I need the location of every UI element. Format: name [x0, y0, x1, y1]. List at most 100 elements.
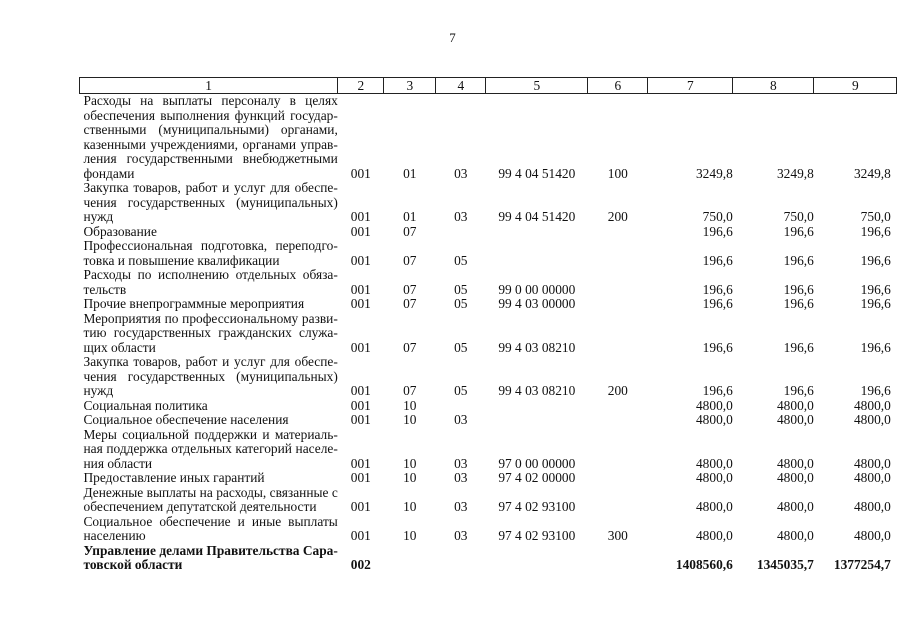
cell-col-9: 196,6 [860, 252, 891, 268]
cell-col-9: 750,0 [860, 209, 891, 224]
cell-col-9: 4800,0 [853, 397, 891, 413]
cell-col-5 [486, 544, 588, 573]
description-line: фондами [83, 165, 135, 181]
cell-col-6 [588, 486, 648, 515]
description-line: казенными учреждениями, органами управ- [83, 136, 338, 152]
cell-col-4: 05 [454, 296, 468, 311]
cell-col-6 [588, 312, 648, 356]
cell-col-2: 001 [350, 281, 371, 297]
cell-col-7: 196,6 [702, 252, 733, 268]
column-header-1: 1 [78, 77, 339, 94]
table-row: Социальное обеспечение и иные выплаты нас… [80, 513, 897, 544]
cell-col-3: 10 [403, 455, 417, 471]
description-line: населению [83, 528, 146, 543]
table-row: Образование 001 07 196,6 196,6 196,6 [80, 223, 897, 240]
description-line: щих области [83, 339, 156, 355]
row-description: Мероприятия по профессиональному разви-т… [80, 311, 338, 356]
cell-col-8: 4800,0 [776, 455, 814, 471]
description-line: Образование [83, 223, 157, 239]
cell-col-6 [588, 297, 648, 312]
cell-col-8: 4800,0 [776, 412, 814, 427]
row-description: Закупка товаров, работ и услуг для обесп… [80, 354, 338, 399]
column-header-9: 9 [813, 77, 898, 94]
cell-col-4: 05 [454, 383, 468, 398]
cell-col-6: 300 [607, 528, 628, 543]
description-line: нужд [83, 383, 114, 398]
description-line: ственными (муниципальными) органами, [83, 122, 338, 137]
cell-col-2: 001 [350, 296, 371, 311]
description-line: Социальное обеспечение и иные выплаты [83, 513, 338, 529]
table-row: Расходы на выплаты персоналу в целях обес… [80, 93, 897, 182]
cell-col-2: 001 [350, 252, 371, 268]
cell-col-7: 4800,0 [695, 470, 733, 485]
cell-col-3: 07 [403, 296, 417, 311]
description-line: нужд [83, 209, 114, 224]
cell-col-6 [588, 428, 648, 472]
description-line: ная поддержка отдельных категорий населе… [83, 441, 338, 456]
table-row: Прочие внепрограммные мероприятия 001 07 05… [80, 296, 897, 312]
description-line: товка и повышение квалификации [83, 252, 280, 268]
cell-col-9: 4800,0 [853, 499, 891, 514]
cell-col-4: 03 [454, 470, 468, 485]
cell-col-3: 07 [403, 281, 417, 297]
table-row: Предоставление иных гарантий 001 10 03 97 4 … [80, 470, 897, 486]
cell-col-9: 4800,0 [853, 528, 891, 543]
cell-col-5: 99 0 00 00000 [498, 281, 576, 297]
cell-col-7: 196,6 [702, 281, 733, 297]
description-line: Расходы на выплаты персоналу в целях [83, 93, 338, 108]
row-description: Расходы по исполнению отдельных обяза-те… [80, 267, 338, 297]
cell-col-4 [436, 225, 486, 240]
row-description: Закупка товаров, работ и услуг для обесп… [80, 180, 338, 225]
cell-col-7: 196,6 [702, 296, 733, 311]
description-line: тельств [83, 281, 127, 297]
description-line: Социальное обеспечение населения [83, 412, 289, 427]
row-description: Меры социальной поддержки и материаль-на… [80, 426, 338, 472]
cell-col-4: 05 [454, 339, 468, 355]
cell-col-4 [436, 399, 486, 414]
cell-col-5 [486, 239, 588, 268]
description-line: ления государственными внебюджетными [83, 151, 338, 166]
table-row: Закупка товаров, работ и услуг для обесп… [80, 180, 897, 225]
description-line: Закупка товаров, работ и услуг для обесп… [83, 354, 338, 369]
description-line: Профессиональная подготовка, переподго- [83, 238, 338, 253]
cell-col-7: 3249,8 [695, 165, 733, 181]
cell-col-2: 001 [350, 339, 371, 355]
description-line: Денежные выплаты на расходы, связанные с [83, 484, 338, 500]
cell-col-8: 1345035,7 [756, 557, 814, 572]
cell-col-6 [588, 471, 648, 486]
cell-col-6 [588, 225, 648, 240]
description-line: тию государственных гражданских служа- [83, 325, 338, 340]
cell-col-6 [588, 239, 648, 268]
cell-col-6: 200 [607, 383, 628, 398]
description-line: Предоставление иных гарантий [83, 470, 265, 485]
cell-col-7: 4800,0 [695, 397, 733, 413]
cell-col-2: 001 [350, 383, 371, 398]
cell-col-8: 196,6 [783, 223, 814, 239]
cell-col-7: 4800,0 [695, 455, 733, 471]
cell-col-9: 1377254,7 [833, 557, 891, 572]
row-description: Прочие внепрограммные мероприятия [80, 296, 338, 312]
column-header-3: 3 [383, 77, 437, 94]
cell-col-9: 196,6 [860, 339, 891, 355]
cell-col-7: 1408560,6 [675, 557, 733, 572]
row-description: Управление делами Правительства Сара-тов… [80, 543, 338, 573]
column-header-6: 6 [587, 77, 649, 94]
cell-col-4: 03 [454, 528, 468, 543]
cell-col-4: 03 [454, 209, 468, 224]
cell-col-3: 10 [403, 528, 417, 543]
cell-col-9: 196,6 [860, 383, 891, 398]
cell-col-2: 001 [350, 397, 371, 413]
description-line: Меры социальной поддержки и материаль- [83, 426, 338, 442]
cell-col-3: 10 [403, 397, 417, 413]
description-line: Прочие внепрограммные мероприятия [83, 296, 305, 311]
page-number: 7 [449, 30, 456, 45]
cell-col-7: 4800,0 [695, 528, 733, 543]
cell-col-9: 4800,0 [853, 412, 891, 427]
row-description: Социальная политика [80, 398, 338, 414]
cell-col-4: 05 [454, 252, 468, 268]
cell-col-7: 196,6 [702, 339, 733, 355]
cell-col-8: 3249,8 [776, 165, 814, 181]
column-header-2: 2 [337, 77, 385, 94]
table-row: Социальная политика 001 10 4800,0 4800,0 4800… [80, 397, 897, 414]
